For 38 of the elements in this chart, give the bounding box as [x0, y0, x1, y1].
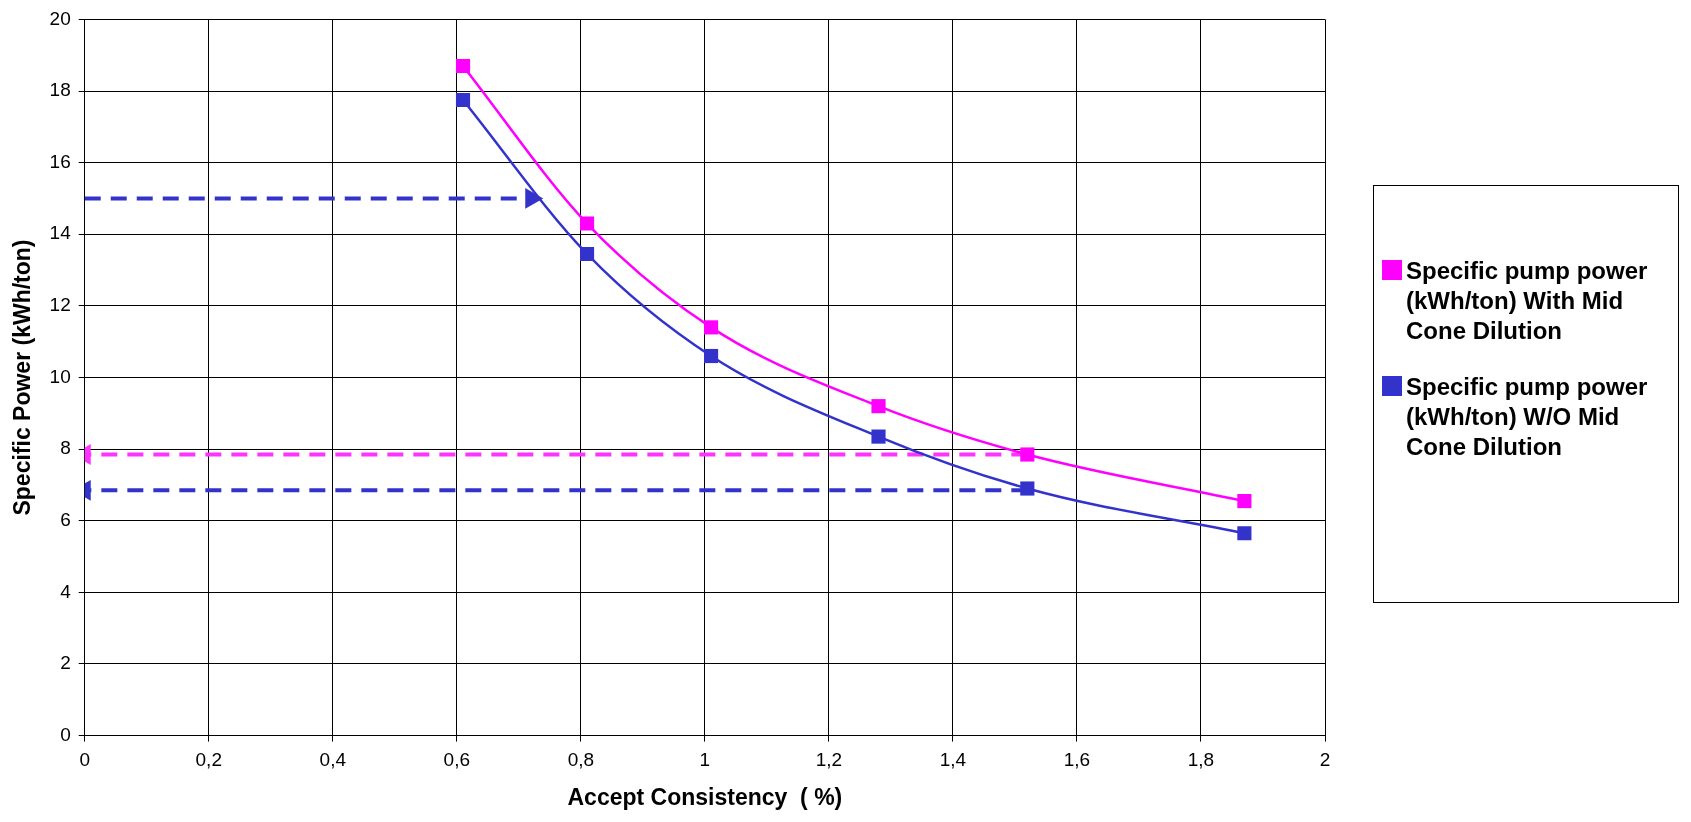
y-axis-title: Specific Power (kWh/ton)	[9, 239, 36, 516]
y-tick-label: 12	[49, 294, 71, 316]
point	[579, 246, 595, 262]
x-tick-label: 0,4	[319, 749, 347, 771]
legend-label: Specific pump power (kWh/ton) W/O Mid Cone Dilution	[1406, 372, 1649, 462]
y-tick-label: 2	[60, 652, 71, 674]
point	[1237, 526, 1252, 541]
point	[871, 399, 886, 414]
x-tick-label: 0,6	[443, 749, 471, 771]
point	[455, 92, 471, 108]
x-tick-label: 2	[1319, 749, 1331, 771]
point	[1020, 481, 1035, 496]
x-tick-label: 0,8	[567, 749, 595, 771]
y-tick-label: 4	[60, 580, 72, 602]
x-tick-label: 1	[699, 749, 711, 771]
point	[455, 58, 471, 74]
x-tick-label: 0	[79, 749, 91, 771]
y-tick-label: 20	[49, 7, 71, 29]
y-tick-label: 6	[60, 508, 71, 530]
y-tick-label: 14	[49, 222, 72, 244]
point	[1237, 493, 1252, 509]
x-tick-label: 1,8	[1187, 749, 1215, 771]
x-axis-title: Accept Consistency ( %)	[567, 783, 843, 810]
point	[704, 348, 719, 364]
x-tick-label: 0,2	[195, 749, 222, 771]
y-tick-label: 0	[60, 723, 71, 745]
point	[704, 320, 719, 335]
y-tick-label: 16	[49, 150, 71, 172]
point	[871, 429, 886, 444]
x-tick-label: 1,2	[815, 749, 843, 771]
x-tick-label: 1,4	[939, 749, 967, 771]
y-tick-label: 18	[49, 79, 71, 101]
y-tick-label: 8	[60, 437, 71, 459]
y-tick-label: 10	[49, 365, 71, 387]
x-tick-label: 1,6	[1063, 749, 1091, 771]
point	[579, 216, 595, 231]
point	[1020, 447, 1035, 462]
legend-label: Specific pump power (kWh/ton) With Mid Cone Dilution	[1406, 256, 1649, 346]
